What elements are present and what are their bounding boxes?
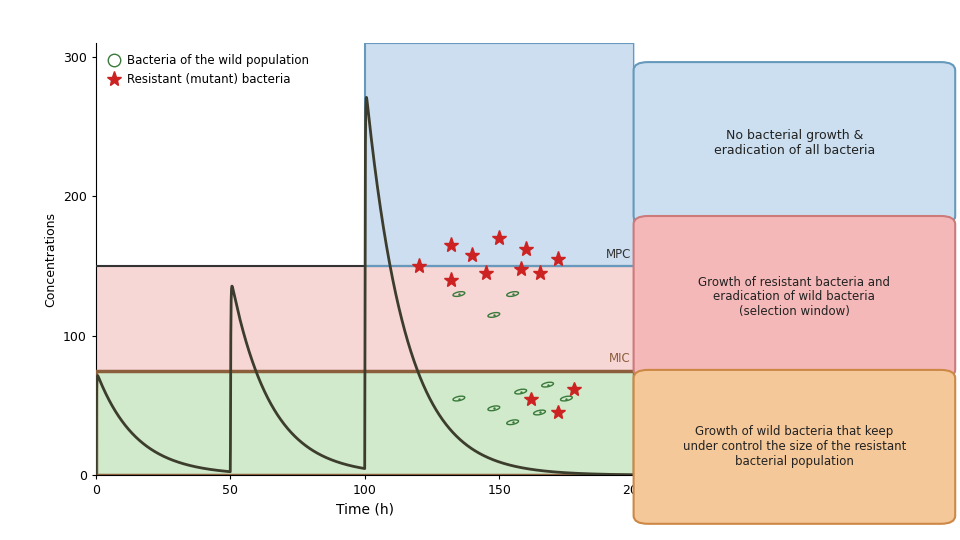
Text: MIC: MIC [610,352,631,365]
Legend: Bacteria of the wild population, Resistant (mutant) bacteria: Bacteria of the wild population, Resista… [102,49,313,90]
X-axis label: Time (h): Time (h) [336,503,394,517]
Text: Growth of resistant bacteria and
eradication of wild bacteria
(selection window): Growth of resistant bacteria and eradica… [698,275,891,319]
Text: Growth of wild bacteria that keep
under control the size of the resistant
bacter: Growth of wild bacteria that keep under … [683,426,906,468]
Text: MPC: MPC [606,248,631,261]
Text: No bacterial growth &
eradication of all bacteria: No bacterial growth & eradication of all… [714,129,875,157]
Y-axis label: Concentrations: Concentrations [44,212,58,307]
Bar [96,370,634,475]
Bar [365,43,634,266]
